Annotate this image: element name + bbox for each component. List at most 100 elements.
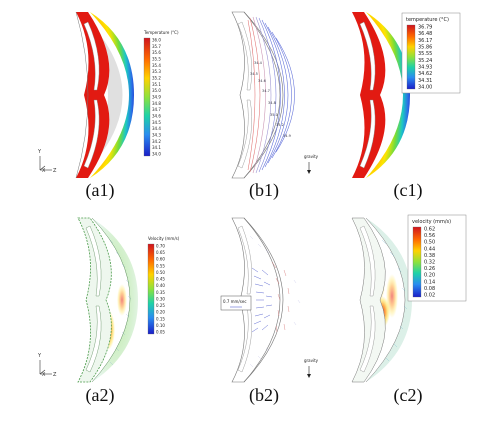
- legend-tick-label: 0.56: [424, 233, 435, 239]
- c2-legend-labels: 0.620.560.500.440.380.320.260.200.140.08…: [424, 227, 435, 299]
- b2-reference-vector-box: [220, 295, 252, 311]
- c1-heated-wall: [352, 12, 386, 178]
- legend-tick-label: 36.0: [152, 38, 161, 43]
- a1-legend-bar: [143, 37, 151, 157]
- legend-tick-label: 35.6: [152, 50, 161, 55]
- legend-tick-label: 0.38: [424, 253, 435, 259]
- c2-velocity-vectors: [381, 239, 408, 362]
- panel-b1: 34.5 34.6 34.7 34.8 35.0 35.2 34.9 34.4 …: [231, 11, 319, 179]
- a2-legend-bar: [147, 243, 155, 335]
- legend-tick-label: 35.0: [152, 88, 161, 93]
- legend-tick-label: 34.93: [418, 65, 432, 71]
- legend-tick-label: 34.3: [152, 133, 161, 138]
- legend-tick-label: 34.2: [152, 139, 161, 144]
- a1-axis-y: Y: [37, 149, 42, 155]
- b1-contour-label: 34.9: [283, 134, 291, 138]
- b1-contour-label: 35.0: [270, 113, 278, 117]
- legend-tick-label: 34.6: [152, 114, 161, 119]
- legend-tick-label: 35.55: [418, 51, 432, 57]
- a1-legend-labels: 36.035.735.6 35.535.435.3 35.235.135.0 34.9…: [152, 38, 161, 157]
- a1-legend-title: Temperature (°C): [143, 30, 179, 35]
- legend-tick-label: 0.08: [424, 286, 435, 292]
- legend-tick-label: 36.48: [418, 31, 432, 37]
- a1-axis-z: Z: [53, 168, 57, 174]
- b1-isotherms: [247, 16, 295, 174]
- legend-tick-label: 0.32: [424, 260, 435, 266]
- legend-tick-label: 0.30: [156, 296, 165, 301]
- legend-tick-label: 34.31: [418, 78, 432, 84]
- legend-tick-label: 35.86: [418, 45, 432, 51]
- b1-contour-label: 34.5: [250, 72, 258, 76]
- panel-b2: 0.7 mm/sec gravity: [220, 217, 319, 383]
- legend-tick-label: 34.4: [152, 126, 161, 131]
- legend-tick-label: 0.45: [156, 277, 165, 282]
- legend-tick-label: 34.8: [152, 101, 161, 106]
- legend-tick-label: 0.10: [156, 323, 165, 328]
- legend-tick-label: 34.1: [152, 145, 161, 150]
- c2-velocity-field: [366, 218, 412, 382]
- c1-legend-bar: [406, 24, 416, 90]
- legend-tick-label: 0.25: [156, 303, 165, 308]
- b1-gravity-label: gravity: [304, 154, 319, 159]
- caption-c1: (c1): [393, 180, 423, 200]
- legend-tick-label: 0.40: [156, 283, 165, 288]
- legend-tick-label: 0.20: [156, 310, 165, 315]
- legend-tick-label: 35.7: [152, 44, 161, 49]
- legend-tick-label: 0.50: [424, 240, 435, 246]
- legend-tick-label: 0.44: [424, 246, 435, 252]
- b1-contour-label: 34.7: [262, 89, 270, 93]
- panel-a1: Temperature (°C) 36.035.735.635.535.435.…: [37, 11, 179, 179]
- a2-velocity-field: [92, 218, 138, 382]
- legend-tick-label: 0.02: [424, 293, 435, 299]
- legend-tick-label: 36.17: [418, 38, 432, 44]
- caption-a1: (a1): [85, 180, 115, 200]
- caption-b2: (b2): [249, 385, 279, 405]
- c1-legend-title: temperature (°C): [406, 17, 449, 23]
- legend-tick-label: 34.7: [152, 107, 161, 112]
- c1-temperature-field: [366, 12, 410, 178]
- b1-contour-label: 35.2: [276, 123, 284, 127]
- legend-tick-label: 0.60: [156, 257, 165, 262]
- c2-legend-bar: [412, 226, 422, 298]
- legend-tick-label: 0.14: [424, 279, 435, 285]
- a1-axis-x: X: [42, 168, 46, 174]
- a1-axis-glyph: Y Z X: [37, 149, 57, 174]
- a2-axis-y: Y: [37, 353, 42, 359]
- legend-tick-label: 34.62: [418, 71, 432, 77]
- b2-velocity-vectors: [251, 267, 273, 333]
- caption-a2: (a2): [85, 385, 115, 405]
- legend-tick-label: 35.1: [152, 82, 161, 87]
- panel-c2: velocity (mm/s) 0.620.560.500.440.380.32…: [351, 214, 467, 383]
- c2-legend-title: velocity (mm/s): [412, 219, 451, 225]
- legend-tick-label: 0.55: [156, 263, 165, 268]
- a1-temperature-field: [90, 12, 134, 178]
- legend-tick-label: 0.50: [156, 270, 165, 275]
- legend-tick-label: 35.4: [152, 63, 161, 68]
- b2-gravity-label: gravity: [304, 358, 319, 363]
- caption-c2: (c2): [393, 385, 423, 405]
- legend-tick-label: 36.79: [418, 25, 432, 31]
- legend-tick-label: 34.5: [152, 120, 161, 125]
- legend-tick-label: 34.0: [152, 152, 161, 157]
- b2-domain-outline: [231, 217, 281, 383]
- b1-contour-label: 34.6: [258, 79, 266, 83]
- legend-tick-label: 0.70: [156, 244, 165, 249]
- legend-tick-label: 0.65: [156, 250, 165, 255]
- a2-axis-z: Z: [53, 372, 57, 378]
- a2-velocity-vectors: [109, 239, 132, 366]
- legend-tick-label: 0.15: [156, 316, 165, 321]
- legend-tick-label: 35.2: [152, 76, 161, 81]
- legend-tick-label: 0.62: [424, 227, 435, 233]
- b1-contour-label: 34.8: [268, 101, 276, 105]
- legend-tick-label: 0.26: [424, 266, 435, 272]
- a2-axis-glyph: Y Z X: [37, 353, 57, 378]
- c1-legend-labels: 36.7936.4836.1735.8635.5535.2434.9334.62…: [418, 25, 432, 91]
- panel-c1: temperature (°C) 36.7936.4836.1735.8635.…: [352, 12, 461, 178]
- a1-heated-wall: [76, 12, 110, 178]
- legend-tick-label: 0.35: [156, 290, 165, 295]
- b1-domain-outline: [231, 11, 281, 179]
- legend-tick-label: 0.20: [424, 273, 435, 279]
- b1-contour-label: 34.4: [254, 61, 263, 65]
- a2-legend-labels: 0.700.65 0.600.55 0.50 0.450.40 0.350.30 0.25…: [156, 244, 165, 335]
